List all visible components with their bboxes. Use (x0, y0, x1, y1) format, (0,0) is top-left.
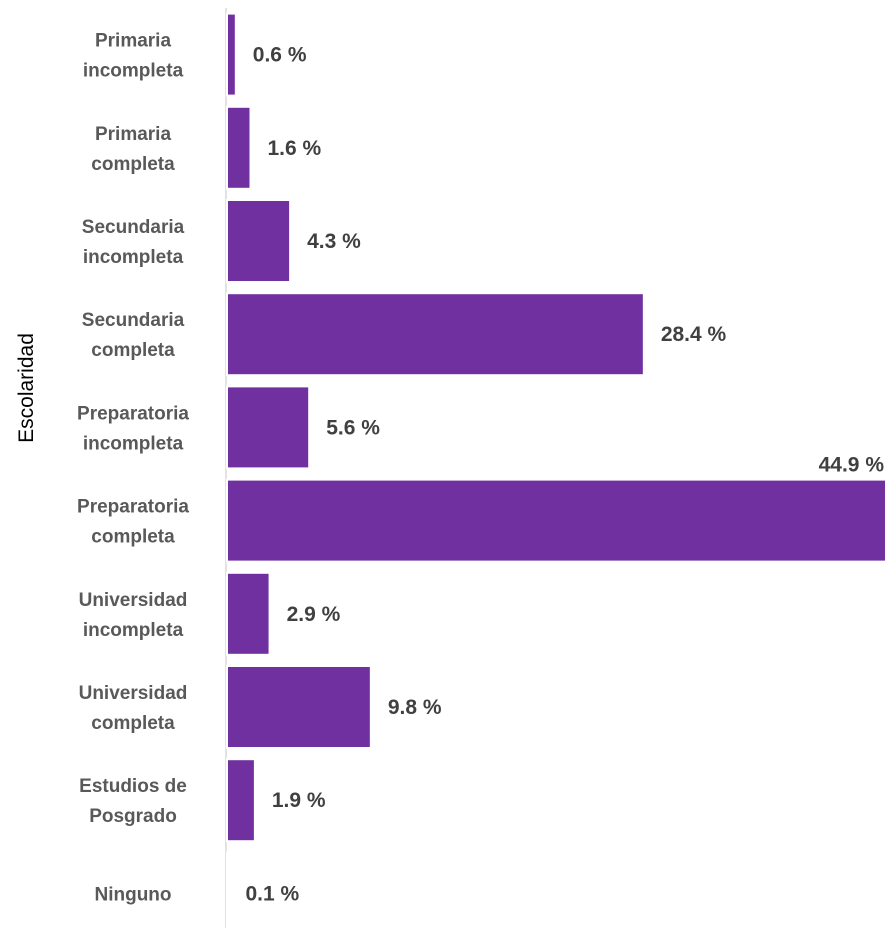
category-label: Ninguno (94, 884, 171, 905)
value-label: 9.8 % (388, 696, 442, 719)
bar (226, 12, 237, 97)
bar (226, 665, 372, 749)
value-label: 1.9 % (272, 789, 326, 812)
bar (226, 385, 311, 470)
category-label-line: completa (91, 154, 175, 175)
value-label: 0.6 % (253, 44, 307, 67)
value-label: 2.9 % (287, 603, 341, 626)
category-label: Secundaria completa (82, 310, 185, 361)
category-label: Estudios de Posgrado (79, 776, 187, 827)
category-label-line: Secundaria (82, 217, 185, 238)
bar (226, 105, 252, 190)
bar (226, 571, 271, 656)
category-label-line: Universidad (79, 683, 188, 704)
category-label-line: completa (91, 340, 175, 361)
category-label: Primaria completa (91, 124, 175, 175)
bar (226, 199, 292, 283)
value-label: 1.6 % (267, 137, 321, 160)
category-label: Secundaria incompleta (82, 217, 185, 268)
value-label: 28.4 % (661, 323, 727, 346)
category-label-line: completa (91, 527, 175, 548)
bar (226, 851, 230, 930)
category-label: Universidad completa (79, 683, 188, 734)
category-label-line: Preparatoria (77, 497, 189, 518)
value-label: 4.3 % (307, 230, 361, 253)
category-label-line: Preparatoria (77, 403, 189, 424)
value-labels-group: 0.6 % 1.6 % 4.3 % 28.4 % 5.6 % 44.9 % 2.9 % 9.8… (246, 44, 885, 906)
value-label: 44.9 % (819, 454, 885, 477)
category-label-line: Ninguno (94, 884, 171, 905)
bar (226, 292, 645, 377)
category-label: Preparatoria completa (77, 497, 189, 548)
bars-group (226, 12, 887, 930)
category-label-line: incompleta (83, 247, 184, 268)
category-label-line: incompleta (83, 433, 184, 454)
y-axis-title: Escolaridad (15, 333, 38, 443)
category-label-line: Primaria (95, 31, 171, 52)
bar (226, 758, 256, 843)
category-label-line: incompleta (83, 620, 184, 641)
category-label-line: Estudios de (79, 776, 187, 797)
category-label-line: incompleta (83, 61, 184, 82)
category-label: Universidad incompleta (79, 590, 188, 641)
category-label-line: completa (91, 713, 175, 734)
category-label-line: Universidad (79, 590, 188, 611)
value-label: 0.1 % (246, 882, 300, 905)
category-label-line: Primaria (95, 124, 171, 145)
category-label-line: Secundaria (82, 310, 185, 331)
category-label-line: Posgrado (89, 806, 177, 827)
bar (226, 478, 887, 563)
category-label: Primaria incompleta (83, 31, 184, 82)
value-label: 5.6 % (326, 416, 380, 439)
category-label: Preparatoria incompleta (77, 403, 189, 454)
